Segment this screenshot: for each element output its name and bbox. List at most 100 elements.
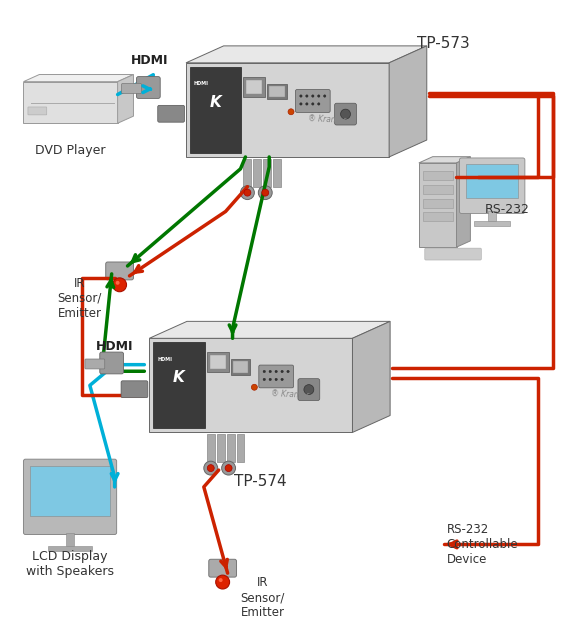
- FancyBboxPatch shape: [23, 459, 117, 535]
- Circle shape: [306, 95, 308, 97]
- Circle shape: [300, 95, 302, 97]
- Bar: [273, 159, 281, 186]
- Bar: [217, 434, 225, 462]
- Text: RS-232
Controllable
Device: RS-232 Controllable Device: [447, 523, 518, 566]
- Circle shape: [204, 461, 218, 475]
- Circle shape: [304, 385, 314, 394]
- Polygon shape: [149, 321, 390, 338]
- Circle shape: [263, 370, 265, 373]
- Bar: [227, 434, 235, 462]
- Polygon shape: [23, 75, 133, 82]
- FancyBboxPatch shape: [122, 83, 141, 94]
- Bar: [267, 83, 287, 99]
- Polygon shape: [389, 46, 427, 157]
- FancyBboxPatch shape: [425, 248, 481, 260]
- FancyBboxPatch shape: [460, 158, 525, 214]
- Text: ® Kramer: ® Kramer: [271, 389, 309, 400]
- FancyBboxPatch shape: [136, 76, 160, 99]
- Text: TP-574: TP-574: [234, 474, 287, 489]
- FancyBboxPatch shape: [28, 107, 47, 115]
- Bar: [474, 221, 510, 226]
- Bar: [244, 159, 251, 186]
- Polygon shape: [352, 321, 390, 432]
- Circle shape: [288, 109, 294, 115]
- Text: RS-232: RS-232: [485, 203, 530, 216]
- Text: TP-573: TP-573: [417, 36, 470, 51]
- Bar: [488, 212, 496, 221]
- Circle shape: [318, 95, 320, 97]
- Text: HDMI: HDMI: [130, 54, 168, 68]
- Text: K: K: [173, 370, 185, 386]
- Circle shape: [312, 103, 314, 105]
- Circle shape: [275, 378, 277, 380]
- Bar: [264, 159, 271, 186]
- Circle shape: [113, 278, 127, 292]
- Circle shape: [287, 370, 289, 373]
- FancyBboxPatch shape: [158, 106, 184, 122]
- Polygon shape: [457, 157, 470, 247]
- Circle shape: [275, 370, 277, 373]
- Bar: [247, 80, 262, 94]
- Bar: [48, 547, 92, 551]
- FancyBboxPatch shape: [335, 103, 356, 125]
- Bar: [423, 198, 453, 207]
- Circle shape: [323, 95, 326, 97]
- Circle shape: [241, 186, 254, 200]
- Bar: [237, 434, 244, 462]
- Text: ® Kramer: ® Kramer: [308, 114, 346, 125]
- Circle shape: [281, 378, 284, 380]
- Circle shape: [306, 103, 308, 105]
- Bar: [190, 67, 241, 153]
- Circle shape: [207, 465, 214, 471]
- Polygon shape: [186, 63, 389, 157]
- Polygon shape: [23, 82, 117, 123]
- Circle shape: [300, 103, 302, 105]
- Circle shape: [340, 109, 350, 119]
- FancyBboxPatch shape: [259, 365, 294, 388]
- FancyBboxPatch shape: [100, 352, 123, 374]
- Text: HDMI: HDMI: [194, 81, 209, 86]
- Circle shape: [215, 575, 230, 589]
- Text: K: K: [210, 95, 222, 110]
- Circle shape: [116, 281, 120, 285]
- Bar: [254, 159, 261, 186]
- Bar: [207, 353, 228, 372]
- Circle shape: [244, 189, 251, 196]
- Circle shape: [312, 95, 314, 97]
- Circle shape: [258, 186, 272, 200]
- Text: LCD Display
with Speakers: LCD Display with Speakers: [26, 550, 114, 578]
- Circle shape: [318, 103, 320, 105]
- FancyBboxPatch shape: [295, 90, 330, 112]
- Text: HDMI: HDMI: [96, 340, 133, 353]
- FancyBboxPatch shape: [85, 359, 104, 369]
- Polygon shape: [149, 338, 352, 432]
- Polygon shape: [419, 163, 457, 247]
- Circle shape: [222, 461, 235, 475]
- Circle shape: [219, 578, 222, 582]
- Bar: [467, 164, 518, 198]
- Bar: [423, 171, 453, 179]
- Bar: [231, 359, 251, 375]
- FancyBboxPatch shape: [298, 379, 320, 401]
- Circle shape: [263, 378, 265, 380]
- Bar: [153, 343, 205, 428]
- Polygon shape: [419, 157, 470, 163]
- Text: DVD Player: DVD Player: [35, 144, 105, 157]
- Circle shape: [225, 465, 232, 471]
- Circle shape: [269, 370, 271, 373]
- FancyBboxPatch shape: [209, 559, 237, 577]
- Bar: [210, 355, 225, 369]
- Bar: [207, 434, 215, 462]
- Circle shape: [269, 378, 271, 380]
- Polygon shape: [117, 75, 133, 123]
- Circle shape: [281, 370, 284, 373]
- Circle shape: [262, 189, 269, 196]
- Bar: [269, 85, 285, 97]
- Bar: [244, 77, 265, 97]
- Bar: [423, 185, 453, 193]
- FancyBboxPatch shape: [106, 262, 133, 280]
- FancyBboxPatch shape: [121, 381, 148, 398]
- Bar: [66, 533, 74, 547]
- Polygon shape: [186, 46, 427, 63]
- Bar: [31, 466, 110, 516]
